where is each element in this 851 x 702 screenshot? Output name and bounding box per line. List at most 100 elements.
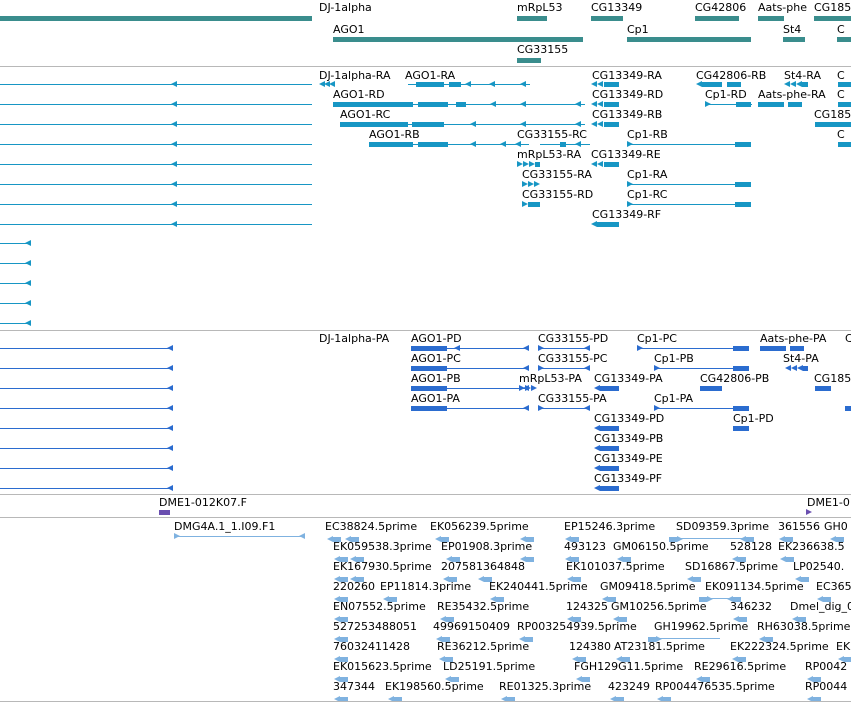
est-block[interactable] <box>582 677 590 682</box>
transcript-label[interactable]: Aats-phe-RA <box>758 88 826 101</box>
est-label[interactable]: EK240441.5prime <box>489 580 588 593</box>
exon-block[interactable] <box>838 102 851 107</box>
transcript-label[interactable]: St4-RA <box>784 69 821 82</box>
est-label[interactable]: EK101037.5prime <box>566 560 665 573</box>
intron-line[interactable] <box>627 144 751 145</box>
est-block[interactable] <box>623 557 631 562</box>
transcript-label[interactable]: C <box>837 88 845 101</box>
exon-block[interactable] <box>760 346 786 351</box>
transcript-label[interactable]: C <box>837 69 845 82</box>
clone-end-marker[interactable] <box>806 509 812 515</box>
est-block[interactable] <box>333 537 341 542</box>
exon-block[interactable] <box>600 426 619 431</box>
exon-block[interactable] <box>411 406 447 411</box>
protein-label[interactable]: Cp1-PC <box>637 332 677 345</box>
est-label[interactable]: EP01908.3prime <box>441 540 533 553</box>
exon-block[interactable] <box>838 142 851 147</box>
exon-block[interactable] <box>727 82 741 87</box>
gene-bar[interactable] <box>517 16 547 21</box>
transcript-label[interactable]: AGO1-RA <box>405 69 456 82</box>
exon-block[interactable] <box>600 486 619 491</box>
intron-line[interactable] <box>411 348 529 349</box>
gene-label[interactable]: AGO1 <box>333 23 365 36</box>
exon-block[interactable] <box>604 82 619 87</box>
est-block[interactable] <box>648 637 656 642</box>
gene-label[interactable]: St4 <box>783 23 802 36</box>
transcript-label[interactable]: CG185 <box>814 108 851 121</box>
est-label[interactable]: RE35432.5prime <box>437 600 530 613</box>
protein-label[interactable]: CG185 <box>814 372 851 385</box>
exon-block[interactable] <box>700 386 722 391</box>
est-label[interactable]: 76032411428 <box>333 640 410 653</box>
est-block[interactable] <box>619 617 627 622</box>
est-label[interactable]: GH0 <box>824 520 848 533</box>
exon-block[interactable] <box>604 122 619 127</box>
exon-block[interactable] <box>604 102 619 107</box>
protein-label[interactable]: mRpL53-PA <box>519 372 582 385</box>
gene-bar[interactable] <box>758 16 784 21</box>
protein-label[interactable]: CG33155-PA <box>538 392 607 405</box>
est-label[interactable]: EP11814.3prime <box>380 580 472 593</box>
est-label[interactable]: LP02540. <box>793 560 845 573</box>
exon-block[interactable] <box>456 102 466 107</box>
est-block[interactable] <box>445 657 453 662</box>
est-block[interactable] <box>669 537 677 542</box>
est-block[interactable] <box>573 617 581 622</box>
gene-label[interactable]: C <box>837 23 845 36</box>
transcript-label[interactable]: Cp1-RA <box>627 168 668 181</box>
est-block[interactable] <box>616 697 624 702</box>
est-label[interactable]: RE36212.5prime <box>437 640 530 653</box>
est-label[interactable]: EK236638.5 <box>778 540 845 553</box>
est-block[interactable] <box>340 697 348 702</box>
est-block[interactable] <box>663 697 671 702</box>
est-block[interactable] <box>571 537 579 542</box>
est-label[interactable]: GH19962.5prime <box>654 620 749 633</box>
exon-block[interactable] <box>604 162 619 167</box>
exon-block[interactable] <box>733 426 749 431</box>
exon-block[interactable] <box>758 102 784 107</box>
est-block[interactable] <box>786 557 794 562</box>
exon-block[interactable] <box>411 386 447 391</box>
intron-line[interactable] <box>654 368 749 369</box>
exon-block[interactable] <box>802 82 808 87</box>
est-block[interactable] <box>739 617 747 622</box>
est-block[interactable] <box>340 617 348 622</box>
est-block[interactable] <box>507 697 515 702</box>
est-block[interactable] <box>733 597 741 602</box>
est-block[interactable] <box>785 537 793 542</box>
exon-block[interactable] <box>735 182 751 187</box>
transcript-label[interactable]: CG13349-RF <box>592 208 662 221</box>
est-label[interactable]: 20758 <box>441 560 476 573</box>
est-block[interactable] <box>738 557 746 562</box>
protein-label[interactable]: AGO1-PD <box>411 332 462 345</box>
est-block[interactable] <box>451 677 459 682</box>
est-label[interactable]: AT23181.5prime <box>614 640 705 653</box>
est-block[interactable] <box>699 597 707 602</box>
est-block[interactable] <box>608 597 616 602</box>
est-line[interactable] <box>676 538 748 539</box>
est-label[interactable]: 527253488051 <box>333 620 417 633</box>
intron-line[interactable] <box>0 348 172 349</box>
est-label[interactable]: RH63038.5prime <box>757 620 851 633</box>
intron-line[interactable] <box>411 388 529 389</box>
exon-block[interactable] <box>333 102 413 107</box>
est-label[interactable]: 528128 <box>730 540 772 553</box>
protein-label[interactable]: Cp1-PA <box>654 392 694 405</box>
exon-block[interactable] <box>449 82 461 87</box>
est-block[interactable] <box>526 537 534 542</box>
transcript-label[interactable]: mRpL53-RA <box>517 148 582 161</box>
exon-block[interactable] <box>416 82 444 87</box>
est-line[interactable] <box>655 638 720 639</box>
est-block[interactable] <box>526 557 534 562</box>
gene-bar[interactable] <box>814 16 851 21</box>
est-block[interactable] <box>340 657 348 662</box>
exon-block[interactable] <box>815 122 851 127</box>
exon-block[interactable] <box>733 406 749 411</box>
est-block[interactable] <box>446 617 454 622</box>
est-block[interactable] <box>340 677 348 682</box>
protein-label[interactable]: CG13349-PA <box>594 372 663 385</box>
est-block[interactable] <box>801 577 809 582</box>
est-label[interactable]: GM10256.5prime <box>611 600 707 613</box>
intron-line[interactable] <box>340 124 585 125</box>
exon-block[interactable] <box>600 386 619 391</box>
